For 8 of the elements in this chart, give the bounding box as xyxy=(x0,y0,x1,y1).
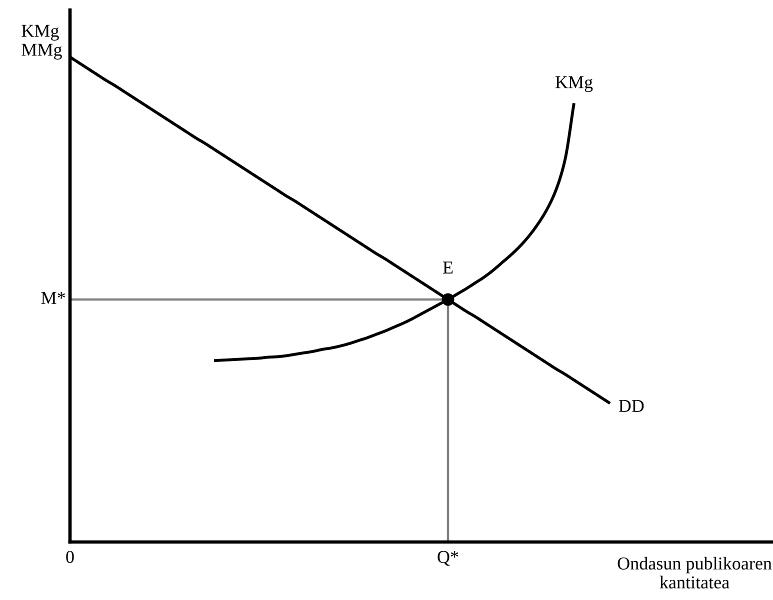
x-tick-label: 0 xyxy=(66,550,74,564)
x-tick-label: Q* xyxy=(438,550,458,566)
ref-line-label: M* xyxy=(41,292,65,304)
y-axis-title: KMg MMg xyxy=(22,24,62,60)
x-axis-title: Ondasun publikoaren kantitatea xyxy=(618,556,772,588)
series-label: KMg xyxy=(555,76,593,92)
annotation: E xyxy=(443,262,453,274)
series-label: DD xyxy=(618,400,644,412)
